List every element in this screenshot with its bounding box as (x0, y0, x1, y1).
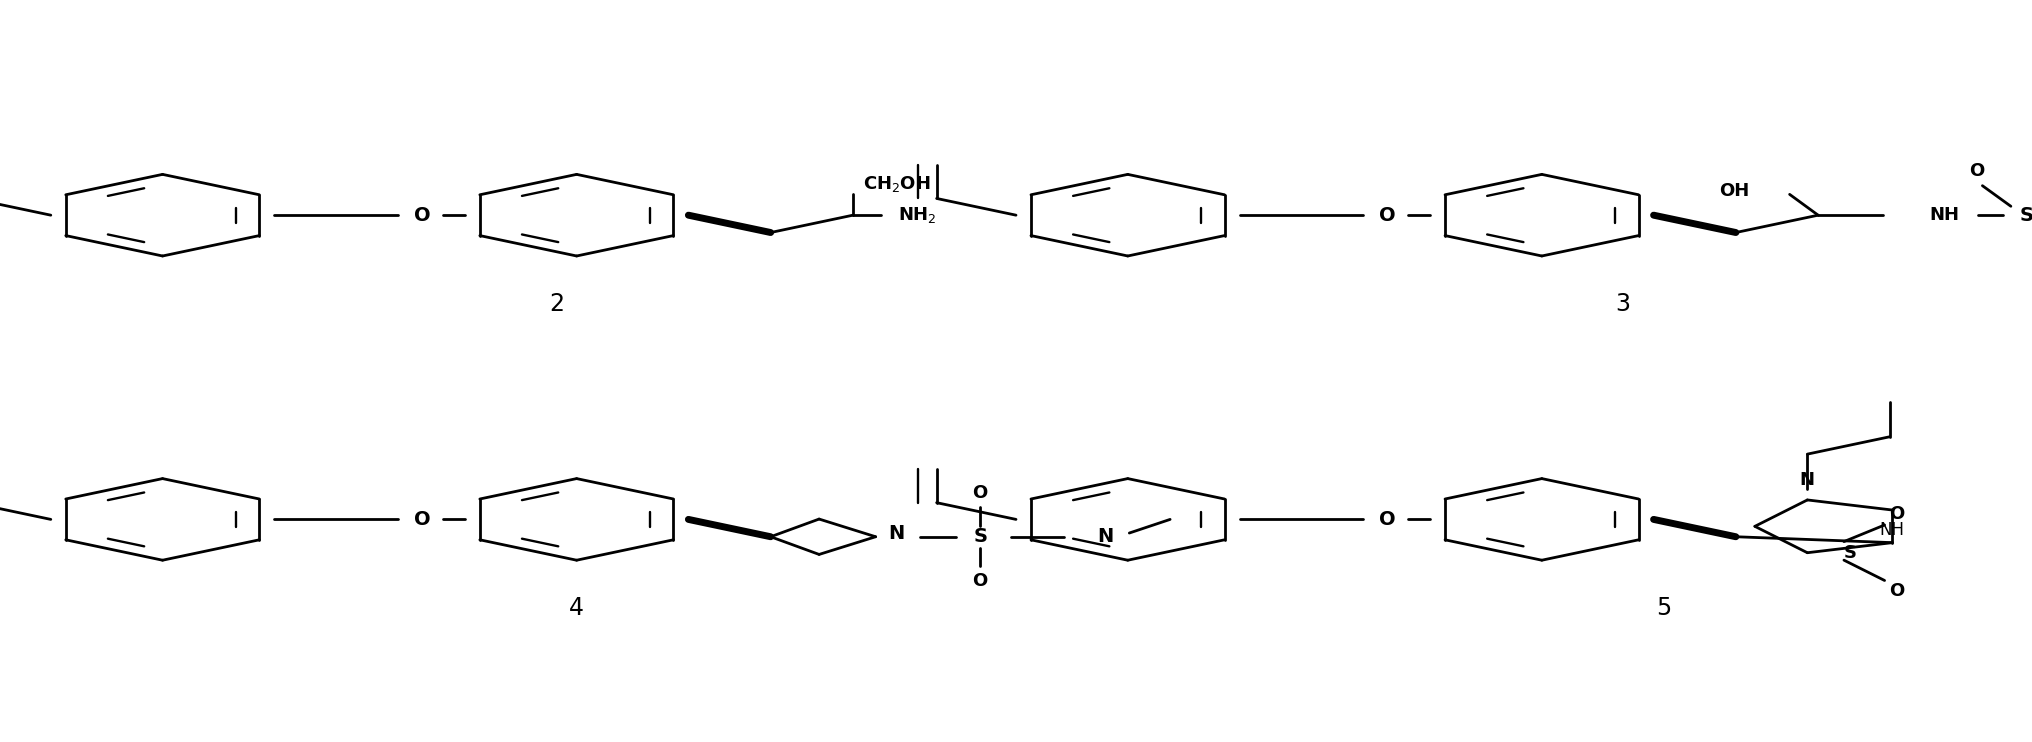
Text: N: N (1800, 471, 1815, 489)
Text: O: O (415, 206, 431, 225)
Text: 5: 5 (1656, 597, 1672, 620)
Text: S: S (1843, 544, 1857, 562)
Text: O: O (1888, 505, 1904, 523)
Text: O: O (1969, 162, 1983, 180)
Text: N: N (1097, 528, 1114, 546)
Text: O: O (1380, 206, 1396, 225)
Text: OH: OH (1719, 182, 1750, 200)
Text: NH: NH (1928, 206, 1959, 224)
Text: S: S (2020, 206, 2032, 225)
Text: O: O (1380, 510, 1396, 529)
Text: N: N (888, 524, 904, 542)
Text: S: S (973, 528, 988, 546)
Text: O: O (973, 484, 988, 502)
Text: O: O (1888, 582, 1904, 600)
Text: O: O (415, 510, 431, 529)
Text: NH: NH (1880, 521, 1904, 539)
Text: 3: 3 (1615, 292, 1630, 316)
Text: CH$_2$OH: CH$_2$OH (864, 174, 931, 194)
Text: O: O (973, 571, 988, 590)
Text: 4: 4 (569, 597, 583, 620)
Text: NH$_2$: NH$_2$ (898, 206, 937, 225)
Text: 2: 2 (549, 292, 563, 316)
